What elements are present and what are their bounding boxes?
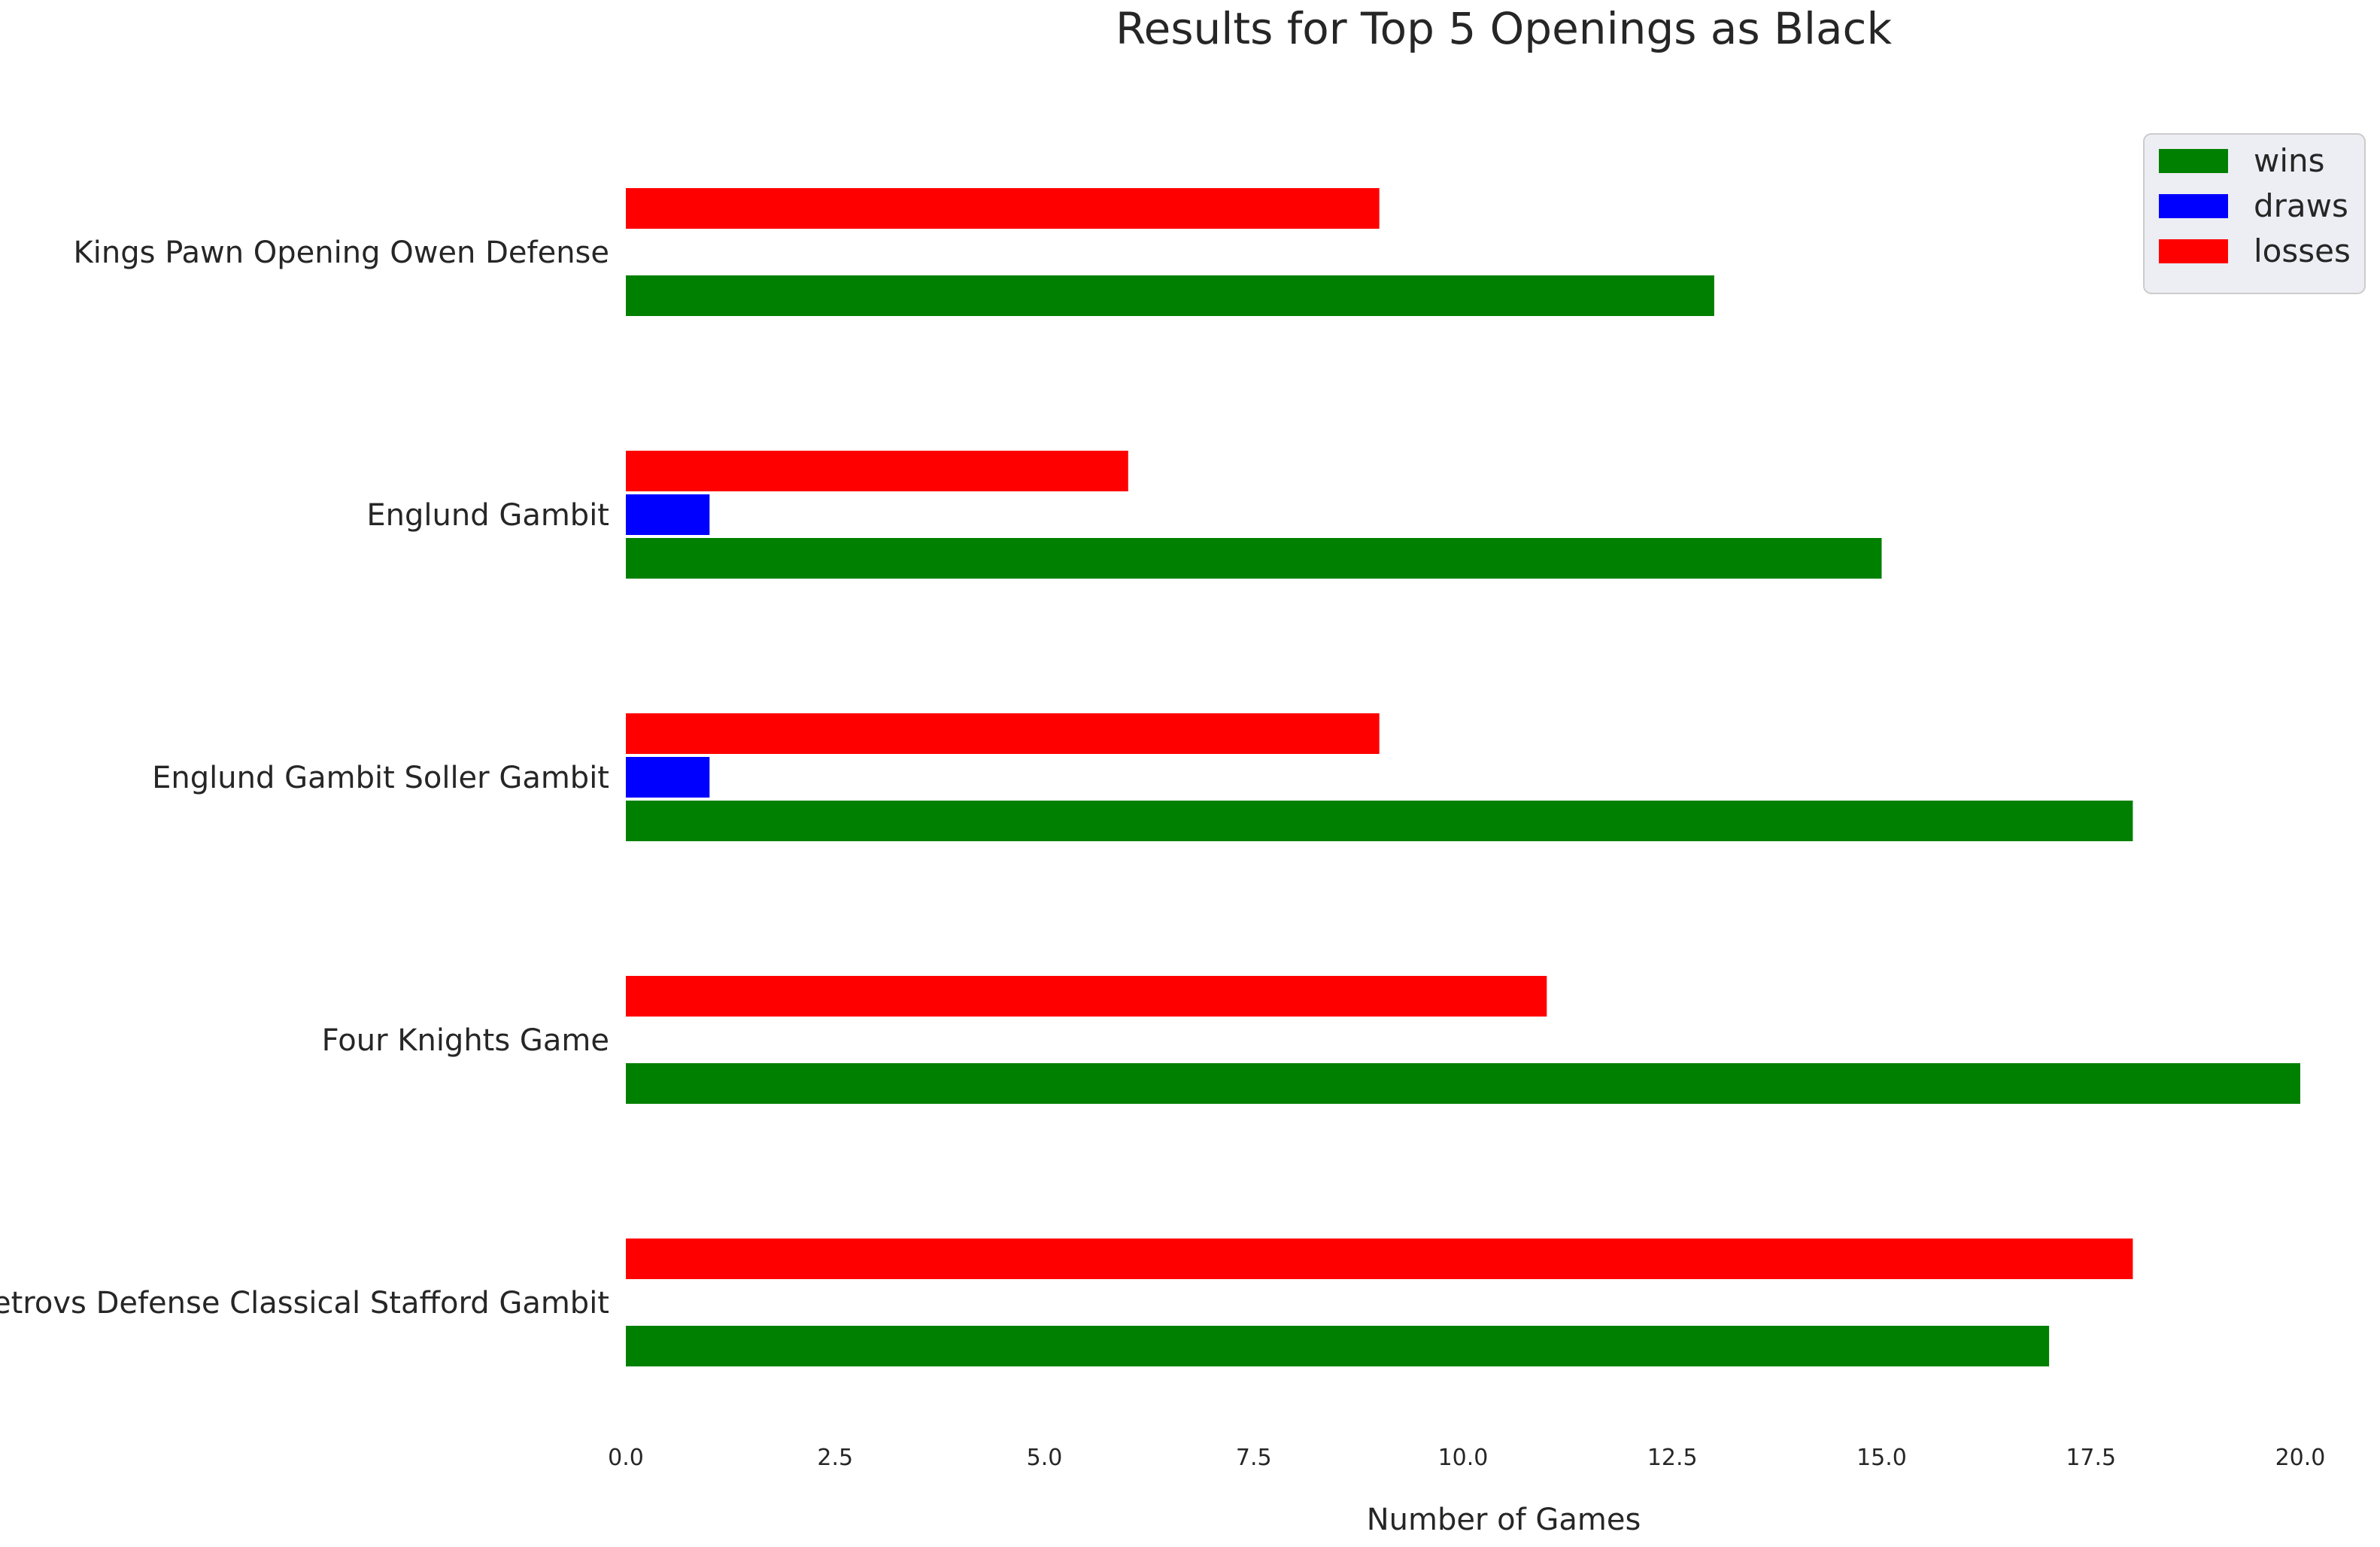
x-axis-ticks: 0.0 2.5 5.0 7.5 10.0 12.5 15.0 17.5 20.0 [608, 1445, 2325, 1471]
x-tick-label: 20.0 [2275, 1445, 2326, 1471]
category-labels: Kings Pawn Opening Owen Defense Englund G… [0, 236, 609, 1321]
x-tick-label: 10.0 [1438, 1445, 1489, 1471]
bar-losses [626, 713, 1380, 754]
legend-swatch-wins [2159, 149, 2228, 173]
legend-label-losses: losses [2254, 233, 2351, 269]
bar-wins [626, 1063, 2300, 1104]
legend-swatch-draws [2159, 194, 2228, 218]
bars-group [626, 188, 2300, 1366]
bar-draws [626, 757, 710, 798]
chart-title: Results for Top 5 Openings as Black [1116, 3, 1892, 54]
legend-label-draws: draws [2254, 187, 2348, 224]
x-tick-label: 12.5 [1647, 1445, 1698, 1471]
category-label: Four Knights Game [322, 1023, 609, 1058]
x-tick-label: 17.5 [2066, 1445, 2116, 1471]
bar-losses [626, 976, 1547, 1017]
x-tick-label: 7.5 [1236, 1445, 1272, 1471]
x-tick-label: 2.5 [817, 1445, 853, 1471]
x-tick-label: 15.0 [1856, 1445, 1907, 1471]
legend-swatch-losses [2159, 239, 2228, 263]
legend-label-wins: wins [2254, 142, 2325, 179]
category-label: Englund Gambit [366, 498, 609, 533]
x-axis-label: Number of Games [1367, 1503, 1641, 1537]
bar-wins [626, 1326, 2050, 1366]
bar-losses [626, 451, 1128, 491]
category-label: Englund Gambit Soller Gambit [152, 761, 609, 795]
legend: wins draws losses [2143, 133, 2366, 294]
bar-draws [626, 494, 710, 535]
category-label: Kings Pawn Opening Owen Defense [74, 236, 609, 270]
bar-wins [626, 538, 1882, 579]
bar-wins [626, 801, 2133, 841]
bar-losses [626, 1239, 2133, 1279]
category-label: Petrovs Defense Classical Stafford Gambi… [0, 1286, 609, 1321]
bar-wins [626, 275, 1714, 316]
bar-losses [626, 188, 1380, 229]
x-tick-label: 0.0 [608, 1445, 644, 1471]
x-tick-label: 5.0 [1027, 1445, 1063, 1471]
